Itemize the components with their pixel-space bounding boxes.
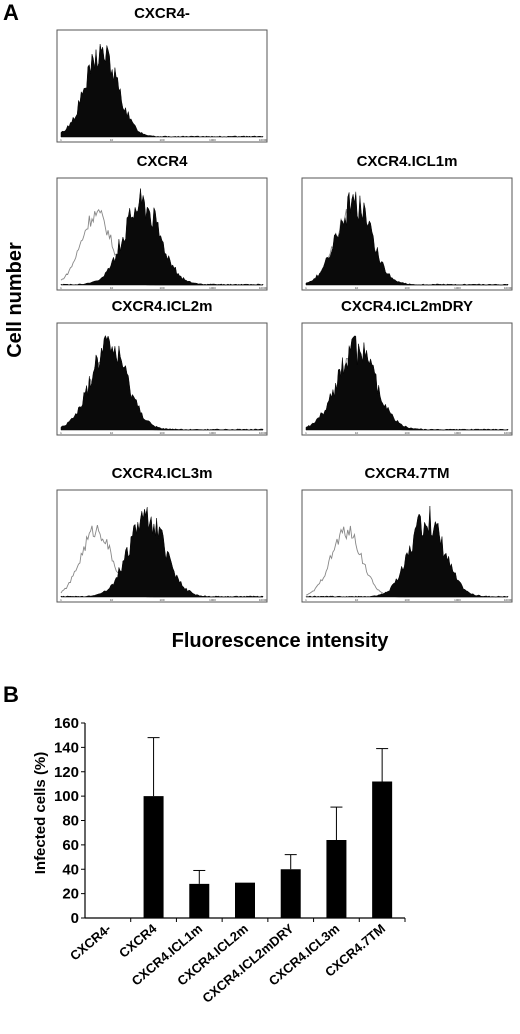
histogram-x-tick-label: 100 xyxy=(159,598,164,602)
histogram-x-tick-label: 1 xyxy=(60,431,62,435)
histogram-plot: CXCR4.7TM 1 10 100 1000 10000 xyxy=(301,465,513,603)
histogram-x-tick-label: 10 xyxy=(355,431,359,435)
histogram-title: CXCR4.7TM xyxy=(364,465,449,482)
stained-histogram-fill xyxy=(60,43,264,138)
category-label: CXCR4 xyxy=(116,920,160,960)
histogram-x-tick-label: 1000 xyxy=(209,598,216,602)
bar xyxy=(326,840,347,918)
histogram-x-tick-label: 1000 xyxy=(209,431,216,435)
y-tick-label: 120 xyxy=(54,764,79,781)
histogram-plot: CXCR4.ICL1m 1 10 100 1000 10000 xyxy=(301,153,513,291)
histogram-plot: CXCR4 1 10 100 1000 10000 xyxy=(56,153,268,291)
histogram-title: CXCR4.ICL1m xyxy=(357,153,458,170)
stained-histogram-fill xyxy=(305,191,509,286)
bar xyxy=(235,882,255,918)
histogram-x-tick-label: 10000 xyxy=(259,138,268,142)
histogram-x-tick-label: 1 xyxy=(305,431,307,435)
stained-histogram-fill xyxy=(305,335,509,431)
histogram-x-tick-label: 10 xyxy=(110,138,114,142)
histogram-x-tick-label: 1000 xyxy=(454,431,461,435)
histogram-x-tick-label: 1000 xyxy=(454,598,461,602)
histogram-x-tick-label: 1 xyxy=(60,286,62,290)
y-tick-label: 40 xyxy=(62,861,79,878)
histogram-x-tick-label: 100 xyxy=(404,598,409,602)
y-tick-label: 100 xyxy=(54,788,79,805)
panel-a-ylabel: Cell number xyxy=(4,242,26,358)
histogram-x-tick-label: 100 xyxy=(404,286,409,290)
histogram-x-tick-label: 100 xyxy=(159,431,164,435)
histogram-plot: CXCR4.ICL3m 1 10 100 1000 10000 xyxy=(56,465,268,603)
histogram-plot: CXCR4.ICL2mDRY 1 10 100 1000 10000 xyxy=(301,298,513,436)
category-label: CXCR4- xyxy=(67,921,114,964)
y-tick-label: 60 xyxy=(62,837,79,854)
y-tick-label: 160 xyxy=(54,715,79,732)
histogram-x-tick-label: 10000 xyxy=(504,598,513,602)
y-tick-label: 20 xyxy=(62,886,79,903)
histogram-x-tick-label: 10000 xyxy=(504,286,513,290)
histogram-x-tick-label: 100 xyxy=(159,138,164,142)
histogram-x-tick-label: 10 xyxy=(355,598,359,602)
histogram-x-tick-label: 100 xyxy=(404,431,409,435)
histogram-x-tick-label: 100 xyxy=(159,286,164,290)
stained-histogram-fill xyxy=(60,507,264,598)
histogram-x-tick-label: 10000 xyxy=(259,286,268,290)
y-tick-label: 80 xyxy=(62,813,79,830)
histogram-x-tick-label: 10000 xyxy=(259,431,268,435)
panel-a-xlabel: Fluorescence intensity xyxy=(172,630,390,652)
y-tick-label: 0 xyxy=(71,910,79,927)
histogram-x-tick-label: 10 xyxy=(355,286,359,290)
stained-histogram-fill xyxy=(305,505,509,598)
histogram-x-tick-label: 1 xyxy=(60,138,62,142)
histogram-title: CXCR4.ICL3m xyxy=(112,465,213,482)
histogram-x-tick-label: 1 xyxy=(60,598,62,602)
histogram-x-tick-label: 10000 xyxy=(504,431,513,435)
histogram-x-tick-label: 1 xyxy=(305,598,307,602)
histogram-title: CXCR4- xyxy=(134,5,190,22)
bar xyxy=(189,883,210,918)
histogram-plot: CXCR4- 1 10 100 1000 10000 xyxy=(56,5,268,143)
histogram-x-tick-label: 1000 xyxy=(209,138,216,142)
histogram-x-tick-label: 10 xyxy=(110,286,114,290)
histogram-title: CXCR4.ICL2mDRY xyxy=(341,298,473,315)
bar xyxy=(143,796,164,918)
stained-histogram-fill xyxy=(60,334,264,431)
histogram-title: CXCR4.ICL2m xyxy=(112,298,213,315)
histogram-plot: CXCR4.ICL2m 1 10 100 1000 10000 xyxy=(56,298,268,436)
histogram-x-tick-label: 1000 xyxy=(209,286,216,290)
histogram-x-tick-label: 10000 xyxy=(259,598,268,602)
histogram-x-tick-label: 10 xyxy=(110,431,114,435)
histogram-x-tick-label: 1 xyxy=(305,286,307,290)
histogram-x-tick-label: 10 xyxy=(110,598,114,602)
panel-b-label: B xyxy=(3,682,19,707)
panel-a-label: A xyxy=(3,0,19,25)
panel-b-ylabel: Infected cells (%) xyxy=(32,752,49,875)
bar xyxy=(280,869,301,918)
histogram-x-tick-label: 1000 xyxy=(454,286,461,290)
panel-a-histograms: CXCR4- 1 10 100 1000 10000 CXCR4 1 10 100 1000 1000… xyxy=(56,5,513,603)
stained-histogram-fill xyxy=(60,188,264,286)
y-tick-label: 140 xyxy=(54,739,79,756)
histogram-title: CXCR4 xyxy=(137,153,189,170)
bar xyxy=(372,781,393,918)
